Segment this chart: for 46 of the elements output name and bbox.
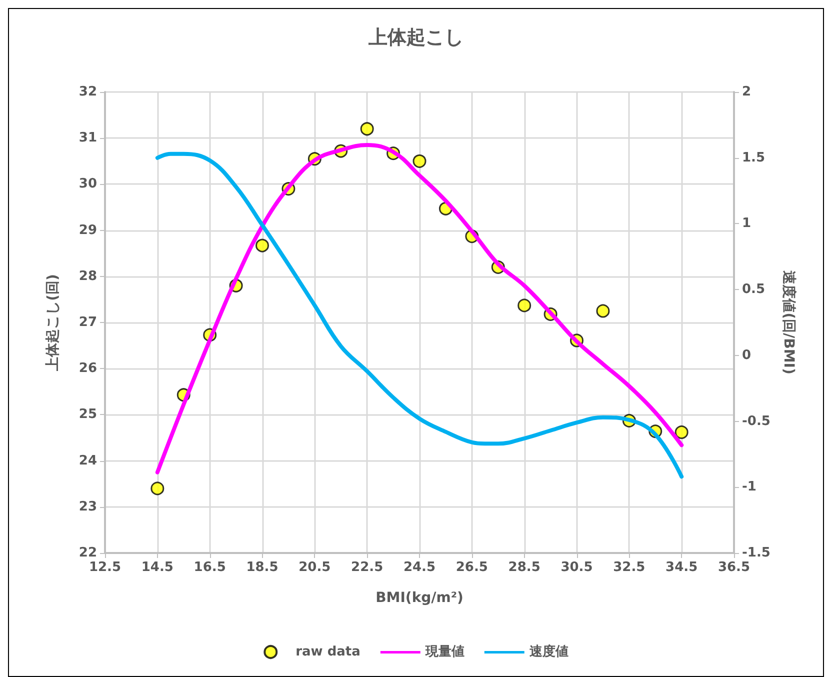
point — [256, 238, 269, 252]
x-tick-label: 14.5 — [141, 560, 174, 575]
y-tick-label: 27 — [78, 315, 97, 330]
y2-tick-label: 2 — [742, 84, 752, 100]
x-tick-label: 12.5 — [88, 560, 122, 575]
y2-tick-label: -0.5 — [742, 414, 770, 429]
chart-title: 上体起こし — [368, 26, 464, 48]
y-tick-label: 30 — [78, 176, 97, 192]
x-tick-label: 36.5 — [718, 560, 750, 575]
legend-label: 現量値 — [424, 644, 464, 660]
legend-label: raw data — [296, 644, 360, 660]
x-tick-label: 26.5 — [456, 560, 488, 575]
point — [150, 482, 164, 496]
point — [596, 304, 610, 318]
x-tick-label: 16.5 — [194, 560, 226, 575]
y-tick-label: 26 — [78, 361, 97, 376]
point — [674, 425, 688, 439]
y2-axis-title: 速度値(回/BMI) — [780, 270, 798, 374]
y2-tick-label: 0 — [742, 348, 752, 363]
y2-tick-label: 1.5 — [742, 150, 766, 166]
y-tick-label: 28 — [78, 268, 97, 284]
x-tick-label: 18.5 — [246, 560, 278, 575]
y2-tick-label: 0.5 — [742, 282, 766, 298]
y-tick-label: 31 — [78, 130, 97, 146]
y2-tick-label: 1 — [742, 216, 752, 232]
x-tick-label: 32.5 — [613, 560, 646, 575]
y2-tick-label: -1 — [742, 480, 756, 495]
legend-label: 速度値 — [529, 644, 568, 660]
x-axis-title: BMI(kg/m²) — [376, 590, 464, 606]
y-tick-label: 24 — [78, 453, 97, 468]
x-tick-label: 28.5 — [508, 560, 540, 575]
x-tick-label: 22.5 — [351, 560, 384, 575]
x-tick-label: 34.5 — [666, 560, 698, 575]
point — [360, 122, 374, 136]
y-tick-label: 29 — [78, 222, 97, 238]
x-tick-label: 30.5 — [560, 560, 593, 575]
y-tick-label: 25 — [78, 407, 97, 422]
point — [412, 154, 426, 168]
y-tick-label: 22 — [78, 546, 97, 560]
y-tick-label: 23 — [78, 499, 97, 514]
x-tick-label: 24.5 — [403, 560, 436, 575]
y-axis-title: 上体起こし(回) — [45, 274, 61, 372]
y2-tick-label: -1.5 — [742, 546, 770, 560]
point — [518, 298, 532, 312]
y-tick-label: 32 — [78, 84, 97, 100]
x-tick-label: 20.5 — [298, 560, 331, 575]
